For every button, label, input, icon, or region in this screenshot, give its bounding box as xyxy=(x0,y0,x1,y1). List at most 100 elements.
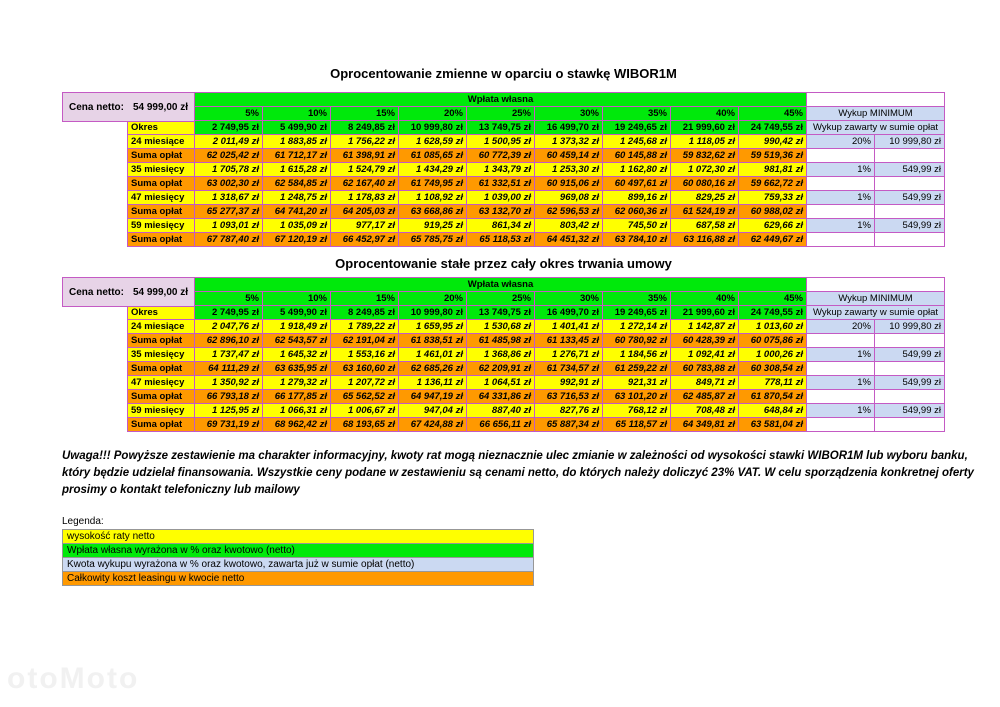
cena-netto-value: 54 999,00 zł xyxy=(132,101,188,113)
legend-item: Wpłata własna wyrażona w % oraz kwotowo … xyxy=(62,543,534,558)
empty-cell xyxy=(874,232,945,247)
value-cell: 1 092,41 zł xyxy=(670,347,739,362)
empty-cell xyxy=(874,389,945,404)
value-cell: 1 756,22 zł xyxy=(330,134,399,149)
row-label: 47 miesięcy xyxy=(127,190,195,205)
percent-header: 5% xyxy=(194,291,263,306)
value-cell: 62 025,42 zł xyxy=(194,148,263,163)
row-label: Suma opłat xyxy=(127,333,195,348)
cena-netto-box: Cena netto: 54 999,00 zł xyxy=(62,277,195,307)
percent-header: 5% xyxy=(194,106,263,121)
value-cell: 60 780,92 zł xyxy=(602,333,671,348)
value-cell: 827,76 zł xyxy=(534,403,603,418)
value-cell: 60 145,88 zł xyxy=(602,148,671,163)
value-cell: 63 002,30 zł xyxy=(194,176,263,191)
empty-cell xyxy=(874,148,945,163)
legend-item: wysokość raty netto xyxy=(62,529,534,544)
value-cell: 1 524,79 zł xyxy=(330,162,399,177)
value-cell: 1 373,32 zł xyxy=(534,134,603,149)
wykup-percent-cell: 1% xyxy=(806,375,875,390)
empty-cell xyxy=(874,333,945,348)
value-cell: 1 789,22 zł xyxy=(330,319,399,334)
value-cell: 921,31 zł xyxy=(602,375,671,390)
value-cell: 629,66 zł xyxy=(738,218,807,233)
value-cell: 60 915,06 zł xyxy=(534,176,603,191)
value-cell: 62 584,85 zł xyxy=(262,176,331,191)
offer-table-fixed: Cena netto: 54 999,00 zł Wpłata własna 5%… xyxy=(62,277,945,432)
row-label: 35 miesięcy xyxy=(127,347,195,362)
empty-cell xyxy=(806,204,875,219)
row-label: Suma opłat xyxy=(127,389,195,404)
value-cell: 63 784,10 zł xyxy=(602,232,671,247)
value-cell: 1 615,28 zł xyxy=(262,162,331,177)
row-label: Suma opłat xyxy=(127,232,195,247)
value-cell: 778,11 zł xyxy=(738,375,807,390)
wykup-amount-cell: 10 999,80 zł xyxy=(874,319,945,334)
value-cell: 849,71 zł xyxy=(670,375,739,390)
value-cell: 62 543,57 zł xyxy=(262,333,331,348)
value-cell: 63 132,70 zł xyxy=(466,204,535,219)
value-cell: 899,16 zł xyxy=(602,190,671,205)
empty-cell xyxy=(874,361,945,376)
value-cell: 66 177,85 zł xyxy=(262,389,331,404)
wykup-amount-cell: 549,99 zł xyxy=(874,347,945,362)
wykup-amount-cell: 549,99 zł xyxy=(874,375,945,390)
value-cell: 981,81 zł xyxy=(738,162,807,177)
value-cell: 1 142,87 zł xyxy=(670,319,739,334)
value-cell: 1 108,92 zł xyxy=(398,190,467,205)
percent-header: 10% xyxy=(262,106,331,121)
value-cell: 60 497,61 zł xyxy=(602,176,671,191)
value-cell: 59 519,36 zł xyxy=(738,148,807,163)
row-label: 47 miesięcy xyxy=(127,375,195,390)
wplata-wlasna-header: Wpłata własna xyxy=(194,277,807,292)
value-cell: 861,34 zł xyxy=(466,218,535,233)
value-cell: 63 635,95 zł xyxy=(262,361,331,376)
wplata-amount-cell: 2 749,95 zł xyxy=(194,120,263,135)
percent-header: 20% xyxy=(398,291,467,306)
value-cell: 65 887,34 zł xyxy=(534,417,603,432)
value-cell: 62 449,67 zł xyxy=(738,232,807,247)
value-cell: 1 318,67 zł xyxy=(194,190,263,205)
offer-table-variable: Cena netto: 54 999,00 zł Wpłata własna 5%… xyxy=(62,92,945,247)
value-cell: 60 075,86 zł xyxy=(738,333,807,348)
value-cell: 1 118,05 zł xyxy=(670,134,739,149)
empty-cell xyxy=(806,389,875,404)
wykup-percent-cell: 1% xyxy=(806,403,875,418)
okres-label: Okres xyxy=(127,120,195,135)
value-cell: 63 116,88 zł xyxy=(670,232,739,247)
wykup-amount-cell: 549,99 zł xyxy=(874,403,945,418)
value-cell: 59 662,72 zł xyxy=(738,176,807,191)
value-cell: 62 596,53 zł xyxy=(534,204,603,219)
value-cell: 62 209,91 zł xyxy=(466,361,535,376)
wykup-minimum-header: Wykup MINIMUM xyxy=(806,106,945,121)
value-cell: 1 918,49 zł xyxy=(262,319,331,334)
value-cell: 977,17 zł xyxy=(330,218,399,233)
value-cell: 63 668,86 zł xyxy=(398,204,467,219)
value-cell: 708,48 zł xyxy=(670,403,739,418)
cena-netto-value: 54 999,00 zł xyxy=(132,286,188,298)
value-cell: 1 006,67 zł xyxy=(330,403,399,418)
value-cell: 61 838,51 zł xyxy=(398,333,467,348)
wykup-amount-cell: 10 999,80 zł xyxy=(874,134,945,149)
percent-header: 45% xyxy=(738,291,807,306)
spacer-cell xyxy=(806,92,945,107)
value-cell: 63 581,04 zł xyxy=(738,417,807,432)
value-cell: 64 451,32 zł xyxy=(534,232,603,247)
value-cell: 1 013,60 zł xyxy=(738,319,807,334)
legend-item: Całkowity koszt leasingu w kwocie netto xyxy=(62,571,534,586)
value-cell: 62 896,10 zł xyxy=(194,333,263,348)
wykup-amount-cell: 549,99 zł xyxy=(874,162,945,177)
value-cell: 1 207,72 zł xyxy=(330,375,399,390)
value-cell: 60 080,16 zł xyxy=(670,176,739,191)
percent-header: 30% xyxy=(534,106,603,121)
value-cell: 61 332,51 zł xyxy=(466,176,535,191)
value-cell: 68 193,65 zł xyxy=(330,417,399,432)
cena-netto-label: Cena netto: xyxy=(69,101,124,113)
empty-cell xyxy=(806,361,875,376)
value-cell: 1 500,95 zł xyxy=(466,134,535,149)
value-cell: 60 459,14 zł xyxy=(534,148,603,163)
value-cell: 66 656,11 zł xyxy=(466,417,535,432)
value-cell: 64 111,29 zł xyxy=(194,361,263,376)
value-cell: 62 060,36 zł xyxy=(602,204,671,219)
